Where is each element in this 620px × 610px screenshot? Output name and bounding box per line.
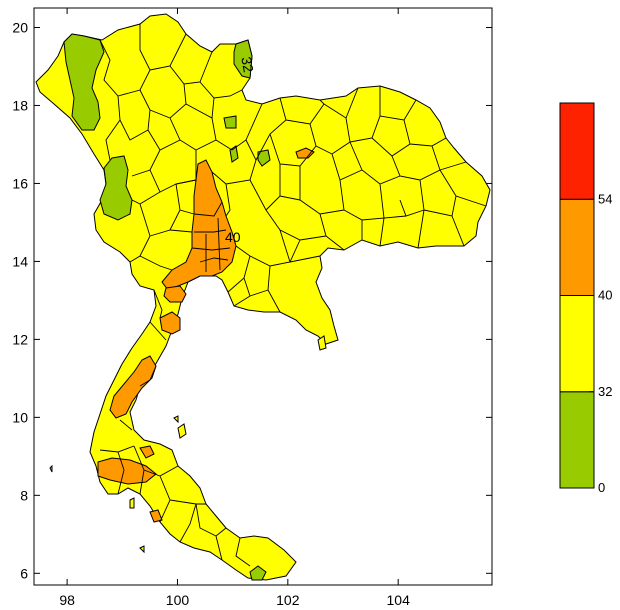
high-region-south-small <box>139 445 155 459</box>
low-value-regions <box>63 33 271 581</box>
colorbar-bin-2 <box>559 198 595 296</box>
colorbar-label-1: 32 <box>598 384 612 399</box>
y-tick-label-7: 20 <box>12 19 28 35</box>
high-region-central <box>161 159 237 291</box>
y-tick-label-2: 10 <box>12 409 28 425</box>
low-region-west <box>99 155 133 221</box>
y-tick-label-1: 8 <box>20 487 28 503</box>
colorbar-bin-3 <box>559 102 595 200</box>
low-region-small-1 <box>223 115 237 129</box>
y-tick-label-5: 16 <box>12 175 28 191</box>
colorbar-bin-0 <box>559 391 595 489</box>
high-value-regions <box>97 147 315 523</box>
x-tick-label-1: 100 <box>166 592 190 608</box>
colorbar-label-2: 40 <box>598 288 612 303</box>
colorbar-label-0: 0 <box>598 480 605 495</box>
low-region-south <box>249 565 267 581</box>
contour-label-32: 32 <box>238 55 256 73</box>
low-region-north <box>233 39 253 79</box>
colorbar-bin-1 <box>559 295 595 393</box>
high-region-coast <box>159 311 181 335</box>
islands <box>49 335 327 554</box>
y-tick-label-3: 12 <box>12 331 28 347</box>
x-tick-label-3: 104 <box>387 592 411 608</box>
high-region-gulf-west <box>163 285 187 303</box>
high-region-deep-south <box>149 509 163 523</box>
low-region-small-2 <box>257 149 271 167</box>
x-tick-label-2: 102 <box>276 592 300 608</box>
high-region-east <box>295 147 315 159</box>
province-boundaries <box>99 24 487 567</box>
y-tick-label-6: 18 <box>12 97 28 113</box>
colorbar: 0 32 40 54 <box>559 102 612 495</box>
y-axis: 6 8 10 12 14 16 18 20 <box>12 19 492 581</box>
colorbar-label-3: 54 <box>598 191 612 206</box>
low-region-northwest <box>63 33 105 131</box>
y-tick-label-0: 6 <box>20 565 28 581</box>
y-tick-label-4: 14 <box>12 253 28 269</box>
x-axis: 98 100 102 104 <box>59 8 410 608</box>
contour-label-40: 40 <box>225 229 241 245</box>
x-tick-label-0: 98 <box>59 592 75 608</box>
